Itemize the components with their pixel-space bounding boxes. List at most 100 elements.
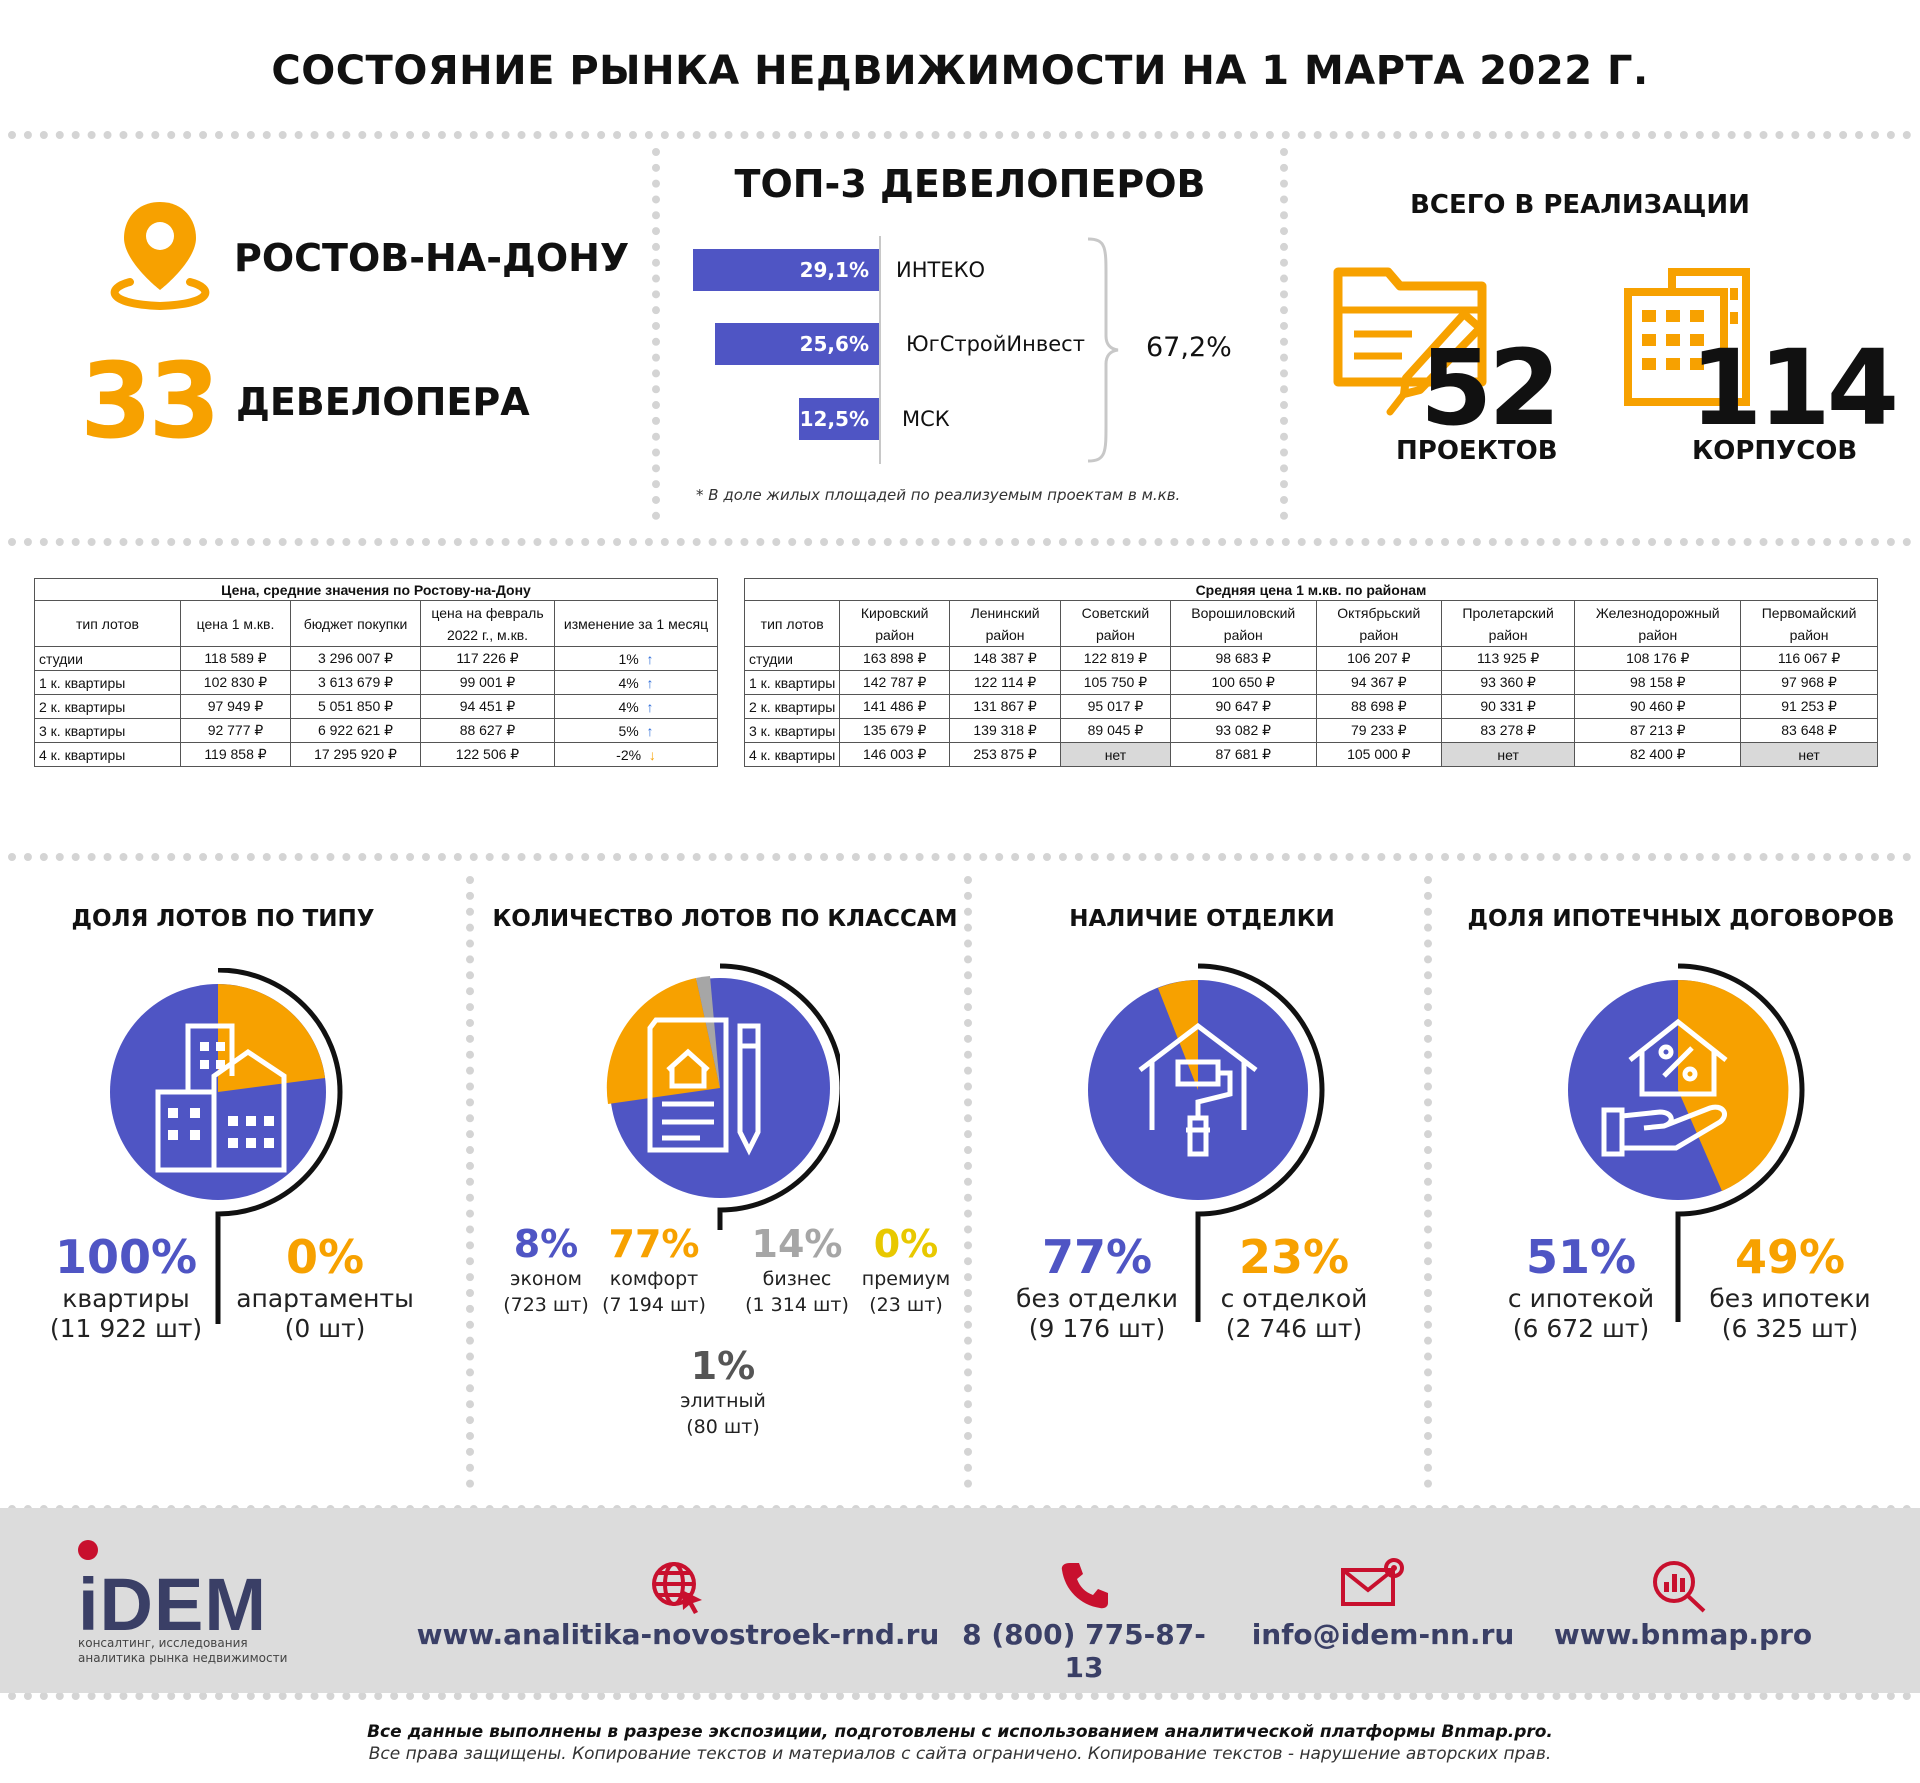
mortgage-name: с ипотекой: [1507, 1284, 1655, 1313]
table-cell: 100 650 ₽: [1169, 670, 1317, 695]
table-cell: 93 360 ₽: [1440, 670, 1576, 695]
finish-name: без отделки: [1016, 1284, 1178, 1313]
table-cell: 90 331 ₽: [1440, 694, 1576, 719]
column-header: Первомайский район: [1740, 600, 1878, 647]
column-header: изменение за 1 месяц: [554, 600, 718, 647]
table-cell: 4% ↑: [554, 694, 718, 719]
footer-copyright: Все права защищены. Копирование текстов …: [368, 1744, 1552, 1764]
table-cell: 91 253 ₽: [1740, 694, 1878, 719]
table-caption: Цена, средние значения по Ростову-на-Дон…: [34, 578, 718, 601]
table-cell: 117 226 ₽: [420, 646, 555, 671]
table-cell: 2 к. квартиры: [34, 694, 181, 719]
table-cell: 92 777 ₽: [180, 718, 291, 743]
divider: [8, 131, 1912, 139]
lot-class-count: (723 шт): [503, 1294, 589, 1316]
table-cell: 163 898 ₽: [839, 646, 951, 671]
lot-type-count: (11 922 шт): [49, 1314, 203, 1343]
top3-total: 67,2%: [1146, 332, 1232, 363]
table-cell: 131 867 ₽: [949, 694, 1062, 719]
globe-cursor-icon: [652, 1562, 702, 1614]
lot-class-name: эконом: [510, 1268, 582, 1290]
change-value: 4%: [618, 674, 639, 691]
table-row: 4 к. квартиры 146 003 ₽253 875 ₽ нет 87 681…: [743, 742, 1878, 767]
table-cell: 113 925 ₽: [1440, 646, 1576, 671]
house-paint-roller-icon: [1138, 1022, 1258, 1157]
table-cell: -2% ↓: [554, 742, 718, 767]
mortgage-count: (6 325 шт): [1721, 1314, 1859, 1343]
arrow-up-icon: ↑: [646, 722, 654, 739]
table-cell: 3 296 007 ₽: [290, 646, 421, 671]
column-header: Октябрьский район: [1315, 600, 1442, 647]
lot-class-pct: 77%: [608, 1222, 700, 1266]
finish-name: с отделкой: [1220, 1284, 1368, 1313]
table-cell: 87 213 ₽: [1574, 718, 1742, 743]
column-header: Советский район: [1060, 600, 1171, 647]
divider: [8, 538, 1912, 546]
logo-dot: [78, 1540, 98, 1560]
mortgage-pie: [1568, 963, 1805, 1322]
developers-label: ДЕВЕЛОПЕРА: [236, 380, 530, 424]
divider: [8, 1692, 1912, 1700]
top3-title: ТОП-3 ДЕВЕЛОПЕРОВ: [734, 162, 1206, 206]
implementation-title: ВСЕГО В РЕАЛИЗАЦИИ: [1410, 190, 1750, 220]
table-cell: 1 к. квартиры: [743, 670, 841, 695]
top3-bar: 12,5%: [799, 398, 879, 440]
column-header: Кировский район: [839, 600, 951, 647]
table-cell: 139 318 ₽: [949, 718, 1062, 743]
price-table: Цена, средние значения по Ростову-на-Дон…: [34, 578, 718, 767]
change-value: 4%: [618, 698, 639, 715]
phone-link[interactable]: 8 (800) 775-87-13: [962, 1618, 1206, 1684]
column-header: цена 1 м.кв.: [180, 600, 291, 647]
city-buildings-icon: [155, 1023, 287, 1173]
table-cell: студии: [743, 646, 841, 671]
table-cell: 4 к. квартиры: [743, 742, 841, 767]
finish-pct: 23%: [1238, 1230, 1350, 1284]
table-cell: 108 176 ₽: [1574, 646, 1742, 671]
top3-bar: 29,1%: [692, 249, 879, 291]
table-cell: 97 949 ₽: [180, 694, 291, 719]
table-cell: 122 819 ₽: [1060, 646, 1171, 671]
table-cell: 2 к. квартиры: [743, 694, 841, 719]
table-row: 3 к. квартиры 92 777 ₽ 6 922 621 ₽ 88 62…: [34, 718, 718, 743]
table-row: студии 118 589 ₽ 3 296 007 ₽ 117 226 ₽ 1…: [34, 646, 718, 671]
divider: [466, 876, 474, 1488]
table-cell: нет: [1060, 742, 1171, 767]
table-cell: 102 830 ₽: [180, 670, 291, 695]
table-caption: Средняя цена 1 м.кв. по районам: [744, 578, 1878, 601]
lot-class-count: (1 314 шт): [745, 1294, 849, 1316]
table-cell: 3 к. квартиры: [34, 718, 181, 743]
table-cell: 146 003 ₽: [839, 742, 951, 767]
bnmap-link[interactable]: www.bnmap.pro: [1553, 1618, 1813, 1651]
table-cell: 98 683 ₽: [1169, 646, 1317, 671]
table-cell: 17 295 920 ₽: [290, 742, 421, 767]
lot-class-title: КОЛИЧЕСТВО ЛОТОВ ПО КЛАССАМ: [492, 906, 958, 932]
top3-axis: [879, 236, 881, 464]
table-cell: 142 787 ₽: [839, 670, 951, 695]
table-cell: 97 968 ₽: [1740, 670, 1878, 695]
website-link[interactable]: www.analitika-novostroek-rnd.ru: [416, 1618, 940, 1651]
top3-bar-name: ИНТЕКО: [896, 258, 986, 282]
table-cell: 105 000 ₽: [1315, 742, 1442, 767]
magnifier-chart-icon: [1653, 1561, 1706, 1613]
divider: [964, 876, 972, 1488]
lot-class-pct: 0%: [873, 1222, 939, 1266]
footer-note: Все данные выполнены в разрезе экспозици…: [367, 1722, 1553, 1742]
column-header: тип лотов: [743, 600, 841, 647]
city-name: РОСТОВ-НА-ДОНУ: [234, 236, 630, 280]
lot-class-count: (7 194 шт): [602, 1294, 706, 1316]
table-cell: 3 к. квартиры: [743, 718, 841, 743]
arrow-up-icon: ↑: [646, 698, 654, 715]
email-link[interactable]: info@idem-nn.ru: [1251, 1618, 1515, 1651]
lot-class-pie: [606, 963, 840, 1230]
lot-class-pct: 8%: [513, 1222, 579, 1266]
mortgage-name: без ипотеки: [1709, 1284, 1871, 1313]
mortgage-pct: 51%: [1525, 1230, 1637, 1284]
finish-count: (9 176 шт): [1028, 1314, 1166, 1343]
lot-type-name: квартиры: [62, 1284, 190, 1313]
lot-class-pct: 14%: [751, 1222, 843, 1266]
table-cell: 106 207 ₽: [1315, 646, 1442, 671]
logo-subtitle: консалтинг, исследования аналитика рынка…: [78, 1636, 287, 1666]
column-header: Железнодорожный район: [1574, 600, 1742, 647]
column-header: цена на февраль 2022 г., м.кв.: [420, 600, 555, 647]
table-cell: 83 648 ₽: [1740, 718, 1878, 743]
